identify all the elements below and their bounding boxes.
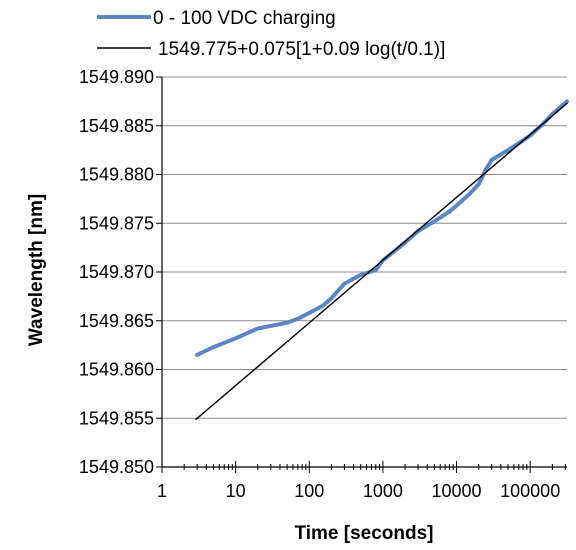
axes bbox=[156, 76, 567, 473]
series-line-1 bbox=[195, 99, 569, 357]
legend-label-series-2: 1549.775+0.075[1+0.09 log(t/0.1)] bbox=[158, 39, 445, 60]
x-tick-label: 10000 bbox=[432, 481, 482, 501]
y-tick-label: 1549.880 bbox=[79, 165, 154, 185]
y-tick-label: 1549.860 bbox=[79, 360, 154, 380]
y-tick-label: 1549.870 bbox=[79, 262, 154, 282]
y-tick-label: 1549.855 bbox=[79, 408, 154, 428]
series-line-2 bbox=[195, 102, 568, 420]
x-tick-label: 1000 bbox=[363, 481, 403, 501]
x-tick-label: 10 bbox=[226, 481, 246, 501]
y-tick-label: 1549.850 bbox=[79, 457, 154, 477]
y-tick-label: 1549.890 bbox=[79, 67, 154, 87]
legend-label-series-1: 0 - 100 VDC charging bbox=[153, 8, 336, 29]
y-tick-label: 1549.885 bbox=[79, 116, 154, 136]
y-tick-label: 1549.875 bbox=[79, 213, 154, 233]
grid-lines bbox=[162, 76, 567, 419]
legend: 0 - 100 VDC charging 1549.775+0.075[1+0.… bbox=[97, 8, 445, 60]
x-axis-title: Time [seconds] bbox=[294, 523, 433, 544]
x-tick-label: 1 bbox=[157, 481, 167, 501]
tick-labels: 1549.850 1549.855 1549.860 1549.865 1549.870… bbox=[79, 67, 560, 501]
plot-area bbox=[195, 99, 569, 420]
y-tick-label: 1549.865 bbox=[79, 311, 154, 331]
x-tick-label: 100000 bbox=[500, 481, 560, 501]
x-tick-label: 100 bbox=[294, 481, 324, 501]
y-axis-title: Wavelength [nm] bbox=[26, 194, 47, 346]
